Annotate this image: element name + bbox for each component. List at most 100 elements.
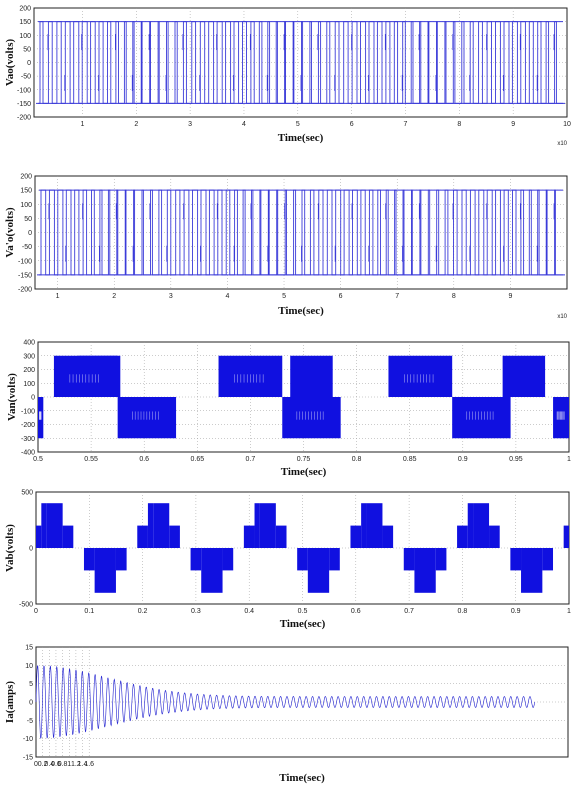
chart5-ytick-label: -15 <box>23 755 33 762</box>
chart4-step-block <box>350 525 362 548</box>
chart1-xlabel: Time(sec) <box>278 132 324 144</box>
chart3-xtick-label: 0.8 <box>352 456 362 463</box>
chart2-xtick-label: 1 <box>56 293 60 300</box>
chart2-xtick-label: 9 <box>508 293 512 300</box>
chart4-xtick-label: 0 <box>34 608 38 615</box>
chart3-positive-block <box>290 355 333 397</box>
chart3-xtick-label: 0.55 <box>84 456 98 463</box>
chart-vao-svg: 1 2 3 4 5 6 7 8 9 10 200 150 100 50 0 -50 -100 -150 -200 Ti… <box>4 6 571 148</box>
chart2-x-multiplier: x10 <box>557 314 567 320</box>
chart4-xlabel: Time(sec) <box>280 618 326 630</box>
chart1-ytick-label: -150 <box>17 101 31 108</box>
chart4-step-block <box>366 503 383 548</box>
chart3-xtick-label: 0.9 <box>458 456 468 463</box>
chart2-xlabel: Time(sec) <box>278 305 324 317</box>
chart5-ytick-label: 15 <box>25 645 33 652</box>
chart4-ytick-label: 500 <box>21 490 33 497</box>
chart2-ytick-label: -100 <box>18 258 32 265</box>
chart2-ytick-label: 0 <box>28 230 32 237</box>
chart4-step-block <box>563 525 569 548</box>
chart3-blocks <box>38 355 569 439</box>
chart1-ytick-label: -200 <box>17 115 31 122</box>
chart3-xtick-label: 0.6 <box>139 456 149 463</box>
chart-vap-svg: 1 2 3 4 5 6 7 8 9 200 150 100 50 0 -50 -100 -150 -200 Time… <box>4 174 568 321</box>
chart4-step-block <box>307 548 330 593</box>
chart4-step-block <box>62 525 74 548</box>
chart4-step-block <box>542 548 554 571</box>
chart5-xlabel: Time(sec) <box>279 772 325 784</box>
chart4-step-block <box>46 503 63 548</box>
chart1-xtick-label: 1 <box>81 121 85 128</box>
chart3-ylabel: Van(volts) <box>6 373 18 421</box>
chart-vab: 0 0.1 0.2 0.3 0.4 0.5 0.6 0.7 0.8 0.9 1 500 0 -500 Tim… <box>0 490 573 638</box>
chart4-step-block <box>414 548 436 593</box>
chart4-xtick-label: 0.7 <box>404 608 414 615</box>
chart1-ytick-label: 150 <box>19 19 31 26</box>
chart2-plot-area <box>34 175 568 290</box>
chart4-step-block <box>41 503 47 548</box>
chart4-ytick-label: 0 <box>29 546 33 553</box>
chart4-step-block <box>403 548 415 571</box>
chart5-xtick-label: 0.6 <box>51 761 61 768</box>
chart4-xtick-label: 0.3 <box>191 608 201 615</box>
chart5-ytick-label: 0 <box>29 700 33 707</box>
chart4-ylabel: Vab(volts) <box>4 524 16 572</box>
chart3-ytick-label: 0 <box>31 395 35 402</box>
chart5-ytick-label: 10 <box>25 663 33 670</box>
chart5-xtick-label: 1.4 <box>78 761 88 768</box>
chart3-xtick-label: 0.65 <box>190 456 204 463</box>
chart4-step-block <box>137 525 148 548</box>
chart4-step-block <box>329 548 340 571</box>
chart1-xtick-label: 2 <box>134 121 138 128</box>
chart2-xtick-label: 3 <box>169 293 173 300</box>
chart4-ytick-label: -500 <box>19 602 33 609</box>
chart1-ytick-label: 0 <box>27 60 31 67</box>
chart3-xtick-label: 0.7 <box>246 456 256 463</box>
chart1-series <box>36 21 565 104</box>
chart5-series <box>35 665 536 739</box>
chart1-xtick-label: 7 <box>404 121 408 128</box>
chart5-xtick-label: 0.4 <box>44 761 54 768</box>
chart2-ytick-label: 150 <box>20 188 32 195</box>
chart1-ytick-label: 100 <box>19 33 31 40</box>
chart2-ytick-label: 50 <box>24 216 32 223</box>
chart1-xtick-label: 5 <box>296 121 300 128</box>
chart5-current-line <box>35 665 536 739</box>
chart3-ytick-label: 300 <box>23 353 35 360</box>
chart1-ylabel: Vao(volts) <box>4 39 16 87</box>
chart1-xtick-label: 9 <box>511 121 515 128</box>
chart4-xtick-label: 0.8 <box>458 608 468 615</box>
chart4-step-block <box>94 548 116 593</box>
chart3-ytick-label: 100 <box>23 381 35 388</box>
chart2-xtick-label: 7 <box>395 293 399 300</box>
chart5-ytick-label: -10 <box>23 736 33 743</box>
chart-van: 0.5 0.55 0.6 0.65 0.7 0.75 0.8 0.85 0.9 0.95 1 400 3… <box>0 336 573 482</box>
chart5-xtick-label: 1 <box>67 761 71 768</box>
chart4-step-block <box>361 503 367 548</box>
chart4-step-block <box>201 548 223 593</box>
chart3-positive-block <box>502 355 546 397</box>
chart5-plot-area <box>35 646 569 758</box>
chart2-xtick-label: 5 <box>282 293 286 300</box>
chart5-ylabel: Ia(amps) <box>4 681 16 724</box>
chart-vab-svg: 0 0.1 0.2 0.3 0.4 0.5 0.6 0.7 0.8 0.9 15000-500Tim… <box>4 490 571 631</box>
chart3-ytick-label: -200 <box>21 422 35 429</box>
chart2-xtick-label: 8 <box>452 293 456 300</box>
chart4-step-block <box>243 525 255 548</box>
chart2-xtick-label: 2 <box>112 293 116 300</box>
chart4-step-block <box>489 525 500 548</box>
chart5-xtick-label: 0.8 <box>58 761 68 768</box>
chart3-ytick-label: -100 <box>21 408 35 415</box>
chart4-step-block <box>190 548 202 571</box>
chart-vap: 1 2 3 4 5 6 7 8 9 200 150 100 50 0 -50 -100 -150 -200 Time… <box>0 168 573 321</box>
chart4-step-block <box>275 525 287 548</box>
chart5-ytick-label: -5 <box>27 718 33 725</box>
chart3-xtick-label: 0.75 <box>297 456 311 463</box>
chart1-xtick-label: 6 <box>350 121 354 128</box>
chart4-xtick-label: 0.2 <box>138 608 148 615</box>
chart4-step-block <box>435 548 447 571</box>
chart5-ytick-label: 5 <box>29 681 33 688</box>
chart3-ytick-label: 400 <box>23 340 35 347</box>
chart4-step-block <box>153 503 170 548</box>
chart1-ytick-label: -100 <box>17 87 31 94</box>
